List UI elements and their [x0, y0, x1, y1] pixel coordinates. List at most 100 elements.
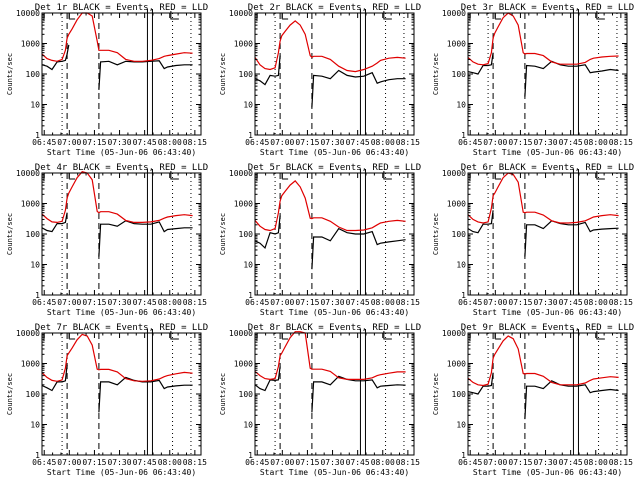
- x-axis-label: Start Time (05-Jun-06 06:43:40): [473, 308, 622, 317]
- x-tick-label: 07:45: [133, 458, 157, 467]
- x-tick-label: 07:15: [82, 458, 106, 467]
- chart-title: Det 6r BLACK = Events, RED = LLD: [461, 163, 634, 173]
- y-tick-label: 10000: [229, 329, 253, 338]
- x-tick-label: 07:00: [57, 298, 81, 307]
- series-line-events: [468, 52, 619, 97]
- detector-panel-2: Det 2r BLACK = Events, RED = LLD 1 10 100 10…: [213, 0, 426, 160]
- y-tick-label: 10000: [16, 9, 40, 18]
- y-tick-label: 10000: [229, 9, 253, 18]
- x-tick-label: 08:15: [183, 458, 207, 467]
- x-tick-label: 08:00: [371, 298, 395, 307]
- x-tick-label: 08:00: [584, 298, 608, 307]
- series-line-events: [42, 212, 193, 257]
- detector-panel-6: Det 6r BLACK = Events, RED = LLD 1 10 100 10…: [426, 160, 639, 320]
- x-tick-label: 07:30: [533, 298, 557, 307]
- x-tick-label: 07:45: [559, 458, 583, 467]
- series-line-events: [468, 372, 619, 420]
- x-tick-label: 07:00: [57, 138, 81, 147]
- interval-bracket: [383, 331, 392, 340]
- x-tick-label: 07:00: [57, 458, 81, 467]
- x-tick-label: 07:15: [295, 138, 319, 147]
- x-tick-label: 07:30: [533, 138, 557, 147]
- y-tick-label: 100: [239, 390, 254, 399]
- interval-bracket: [281, 12, 289, 20]
- x-tick-label: 07:45: [346, 458, 370, 467]
- x-tick-label: 08:15: [396, 458, 420, 467]
- y-tick-label: 100: [26, 230, 41, 239]
- x-tick-label: 08:15: [609, 458, 633, 467]
- y-tick-label: 1000: [447, 200, 466, 209]
- series-line-lld: [42, 171, 193, 224]
- y-tick-label: 1: [248, 131, 253, 140]
- y-tick-label: 100: [452, 70, 467, 79]
- chart-title: Det 7r BLACK = Events, RED = LLD: [35, 323, 208, 333]
- x-tick-label: 07:15: [295, 298, 319, 307]
- x-tick-label: 06:45: [245, 458, 269, 467]
- interval-bracket: [596, 331, 605, 340]
- x-tick-label: 07:45: [346, 298, 370, 307]
- series-line-lld: [42, 12, 193, 62]
- interval-bracket: [383, 171, 392, 180]
- series-line-events: [255, 366, 406, 413]
- x-tick-label: 07:00: [270, 458, 294, 467]
- x-axis-label: Start Time (05-Jun-06 06:43:40): [260, 148, 409, 157]
- x-tick-label: 07:45: [133, 138, 157, 147]
- y-tick-label: 1000: [234, 40, 253, 49]
- x-tick-label: 08:15: [396, 298, 420, 307]
- chart-title: Det 9r BLACK = Events, RED = LLD: [461, 323, 634, 333]
- y-tick-label: 10: [243, 261, 253, 270]
- y-tick-label: 10: [30, 261, 40, 270]
- x-tick-label: 08:00: [158, 298, 182, 307]
- plot-frame: [467, 12, 628, 136]
- series-line-lld: [42, 333, 193, 382]
- y-tick-label: 1: [461, 131, 466, 140]
- x-tick-label: 07:30: [107, 298, 131, 307]
- series-line-events: [255, 55, 406, 108]
- interval-bracket: [494, 172, 502, 180]
- y-tick-label: 1000: [21, 200, 40, 209]
- y-tick-label: 100: [26, 70, 41, 79]
- detector-panel-5: Det 5r BLACK = Events, RED = LLD 1 10 100 10…: [213, 160, 426, 320]
- detector-panel-1: Det 1r BLACK = Events, RED = LLD 1 10 100 10…: [0, 0, 213, 160]
- y-tick-label: 10: [243, 421, 253, 430]
- x-tick-label: 07:45: [133, 298, 157, 307]
- x-tick-label: 07:00: [483, 458, 507, 467]
- x-tick-label: 08:15: [183, 298, 207, 307]
- y-tick-label: 100: [26, 390, 41, 399]
- y-tick-label: 10: [456, 101, 466, 110]
- interval-bracket: [596, 171, 605, 180]
- detector-panel-4: Det 4r BLACK = Events, RED = LLD 1 10 100 10…: [0, 160, 213, 320]
- x-tick-label: 08:15: [396, 138, 420, 147]
- plot-frame: [41, 332, 202, 456]
- series-line-lld: [255, 331, 406, 381]
- series-line-events: [255, 215, 406, 270]
- y-axis-label: Counts/sec: [219, 213, 227, 255]
- y-tick-label: 10: [243, 101, 253, 110]
- y-tick-label: 10: [456, 261, 466, 270]
- chart-svg: Det 5r BLACK = Events, RED = LLD 1 10 100 10…: [219, 163, 421, 317]
- x-tick-label: 07:45: [346, 138, 370, 147]
- x-tick-label: 08:15: [609, 298, 633, 307]
- chart-svg: Det 2r BLACK = Events, RED = LLD 1 10 100 10…: [219, 3, 421, 157]
- x-tick-label: 06:45: [458, 298, 482, 307]
- y-tick-label: 100: [239, 70, 254, 79]
- chart-title: Det 5r BLACK = Events, RED = LLD: [248, 163, 421, 173]
- y-axis-label: Counts/sec: [6, 53, 14, 95]
- interval-bracket: [68, 332, 76, 340]
- interval-bracket: [68, 172, 76, 180]
- x-axis-label: Start Time (05-Jun-06 06:43:40): [47, 468, 196, 477]
- interval-bracket: [494, 332, 502, 340]
- x-tick-label: 07:00: [270, 298, 294, 307]
- x-tick-label: 08:00: [158, 458, 182, 467]
- y-tick-label: 10: [30, 101, 40, 110]
- series-line-lld: [468, 335, 619, 387]
- y-axis-label: Counts/sec: [432, 53, 440, 95]
- y-tick-label: 1000: [234, 200, 253, 209]
- series-line-lld: [468, 172, 619, 224]
- y-axis-label: Counts/sec: [219, 373, 227, 415]
- x-tick-label: 07:00: [483, 138, 507, 147]
- chart-title: Det 2r BLACK = Events, RED = LLD: [248, 3, 421, 13]
- x-tick-label: 07:15: [82, 138, 106, 147]
- x-tick-label: 07:30: [533, 458, 557, 467]
